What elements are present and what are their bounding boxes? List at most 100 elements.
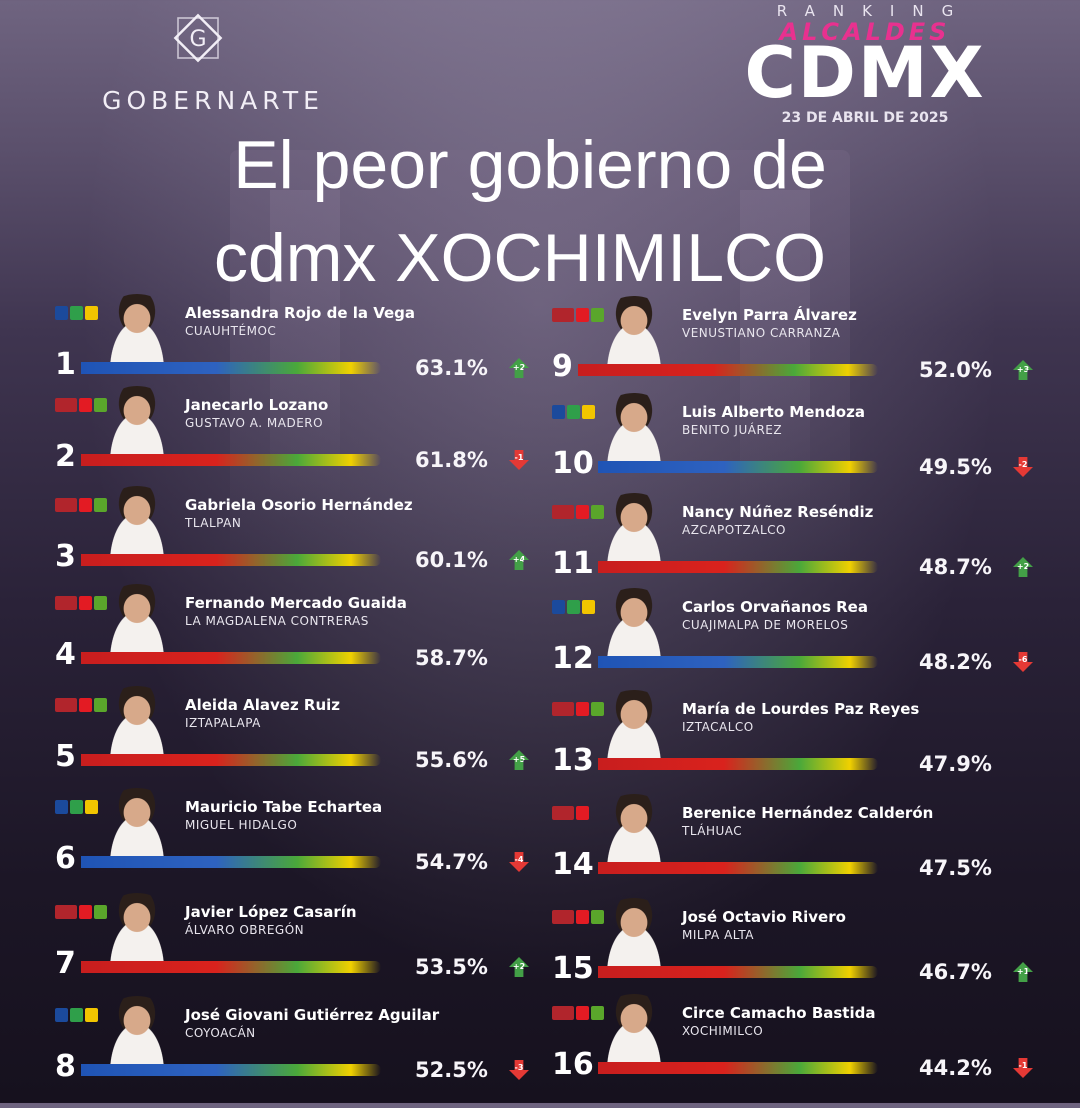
approval-percent: 61.8% [415,448,488,472]
approval-percent: 58.7% [415,646,488,670]
pri-logo-icon [567,600,580,614]
party-logos [55,306,98,322]
mayor-district: COYOACÁN [185,1026,256,1040]
rank-number: 6 [55,841,76,876]
mayor-photo [95,486,179,556]
mayor-photo [592,898,676,968]
logo-diamond-icon: G [173,13,223,63]
approval-bar [81,554,381,566]
party-logos [552,1006,604,1022]
rank-change: +2 [512,962,526,971]
party-logos [552,405,595,421]
approval-percent: 52.5% [415,1058,488,1082]
pt-logo-icon [79,398,92,412]
headline-line-1: El peor gobierno de [233,127,827,203]
mayor-photo [592,994,676,1064]
rank-number: 2 [55,439,76,474]
mayor-photo [95,996,179,1066]
ranking-title-block: RANKING ALCALDES CDMX 23 DE ABRIL DE 202… [720,2,1010,142]
ranking-entry: José Giovani Gutiérrez Aguilar COYOACÁN 8 5… [55,996,529,1108]
prd-logo-icon [85,1008,98,1022]
rank-change: -4 [514,855,524,864]
mayor-district: XOCHIMILCO [682,1024,764,1038]
approval-bar [598,862,878,874]
mayor-name: Evelyn Parra Álvarez [682,306,857,324]
rank-number: 13 [552,743,594,778]
mayor-name: Aleida Alavez Ruiz [185,696,341,714]
approval-percent: 46.7% [919,960,992,984]
party-logos [55,800,98,816]
mayor-district: AZCAPOTZALCO [682,523,786,537]
rank-number: 3 [55,539,76,574]
mayor-name: María de Lourdes Paz Reyes [682,700,920,718]
pt-logo-icon [79,905,92,919]
ranking-entry: Nancy Núñez Reséndiz AZCAPOTZALCO 11 48.7% +… [552,493,1033,605]
morena-logo-icon [55,398,77,412]
rank-number: 14 [552,847,594,882]
pt-logo-icon [576,1006,589,1020]
approval-percent: 47.5% [919,856,992,880]
rank-change: +2 [512,363,526,372]
ranking-entry: Evelyn Parra Álvarez VENUSTIANO CARRANZA 9… [552,296,1033,408]
mayor-photo [592,588,676,658]
ranking-city: CDMX [744,32,986,114]
mayor-photo [95,386,179,456]
pt-logo-icon [576,308,589,322]
mayor-district: IZTAPALAPA [185,716,261,730]
mayor-photo [95,893,179,963]
ranking-entry: José Octavio Rivero MILPA ALTA 15 46.7% +1 [552,898,1033,1010]
mayor-name: Janecarlo Lozano [185,396,329,414]
party-logos [552,702,604,718]
mayor-name: Nancy Núñez Reséndiz [682,503,874,521]
pri-logo-icon [567,405,580,419]
approval-percent: 48.7% [919,555,992,579]
mayor-photo [592,690,676,760]
approval-bar [598,1062,878,1074]
rank-change: -3 [514,1063,524,1072]
rank-number: 16 [552,1047,594,1082]
mayor-photo [592,393,676,463]
mayor-district: TLÁHUAC [682,824,743,838]
mayor-district: IZTACALCO [682,720,754,734]
gobernarte-logo: G GOBERNARTE [78,6,348,116]
rank-number: 10 [552,446,594,481]
approval-percent: 49.5% [919,455,992,479]
approval-percent: 47.9% [919,752,992,776]
rank-number: 11 [552,546,594,581]
mayor-district: MIGUEL HIDALGO [185,818,298,832]
mayor-district: BENITO JUÁREZ [682,423,783,437]
approval-bar [81,856,381,868]
morena-logo-icon [552,910,574,924]
approval-bar [598,561,878,573]
approval-bar [598,966,878,978]
approval-bar [81,652,381,664]
mayor-name: Alessandra Rojo de la Vega [185,304,416,322]
ranking-entry: María de Lourdes Paz Reyes IZTACALCO 13 47.… [552,690,1022,802]
approval-bar [578,364,878,376]
rank-number: 4 [55,637,76,672]
party-logos [55,698,107,714]
prd-logo-icon [85,306,98,320]
mayor-name: Mauricio Tabe Echartea [185,798,383,816]
approval-bar [81,1064,381,1076]
pan-logo-icon [552,600,565,614]
pan-logo-icon [552,405,565,419]
mayor-district: TLALPAN [185,516,242,530]
prd-logo-icon [582,405,595,419]
ranking-entry: Mauricio Tabe Echartea MIGUEL HIDALGO 6 54.… [55,788,529,900]
ranking-date: 23 DE ABRIL DE 2025 [781,110,949,126]
mayor-name: Berenice Hernández Calderón [682,804,934,822]
mayor-name: Gabriela Osorio Hernández [185,496,413,514]
ranking-entry: Berenice Hernández Calderón TLÁHUAC 14 47.5… [552,794,1022,906]
party-logos [552,600,595,616]
ranking-label: RANKING [776,2,972,20]
rank-change: -6 [1018,655,1028,664]
rank-number: 1 [55,347,76,382]
ranking-entry: Circe Camacho Bastida XOCHIMILCO 16 44.2% -1 [552,994,1033,1106]
pt-logo-icon [576,505,589,519]
ranking-entry: Carlos Orvañanos Rea CUAJIMALPA DE MORELO… [552,588,1033,700]
ranking-entry: Aleida Alavez Ruiz IZTAPALAPA 5 55.6% +5 [55,686,529,798]
morena-logo-icon [552,806,574,820]
pt-logo-icon [79,596,92,610]
mayor-district: GUSTAVO A. MADERO [185,416,324,430]
